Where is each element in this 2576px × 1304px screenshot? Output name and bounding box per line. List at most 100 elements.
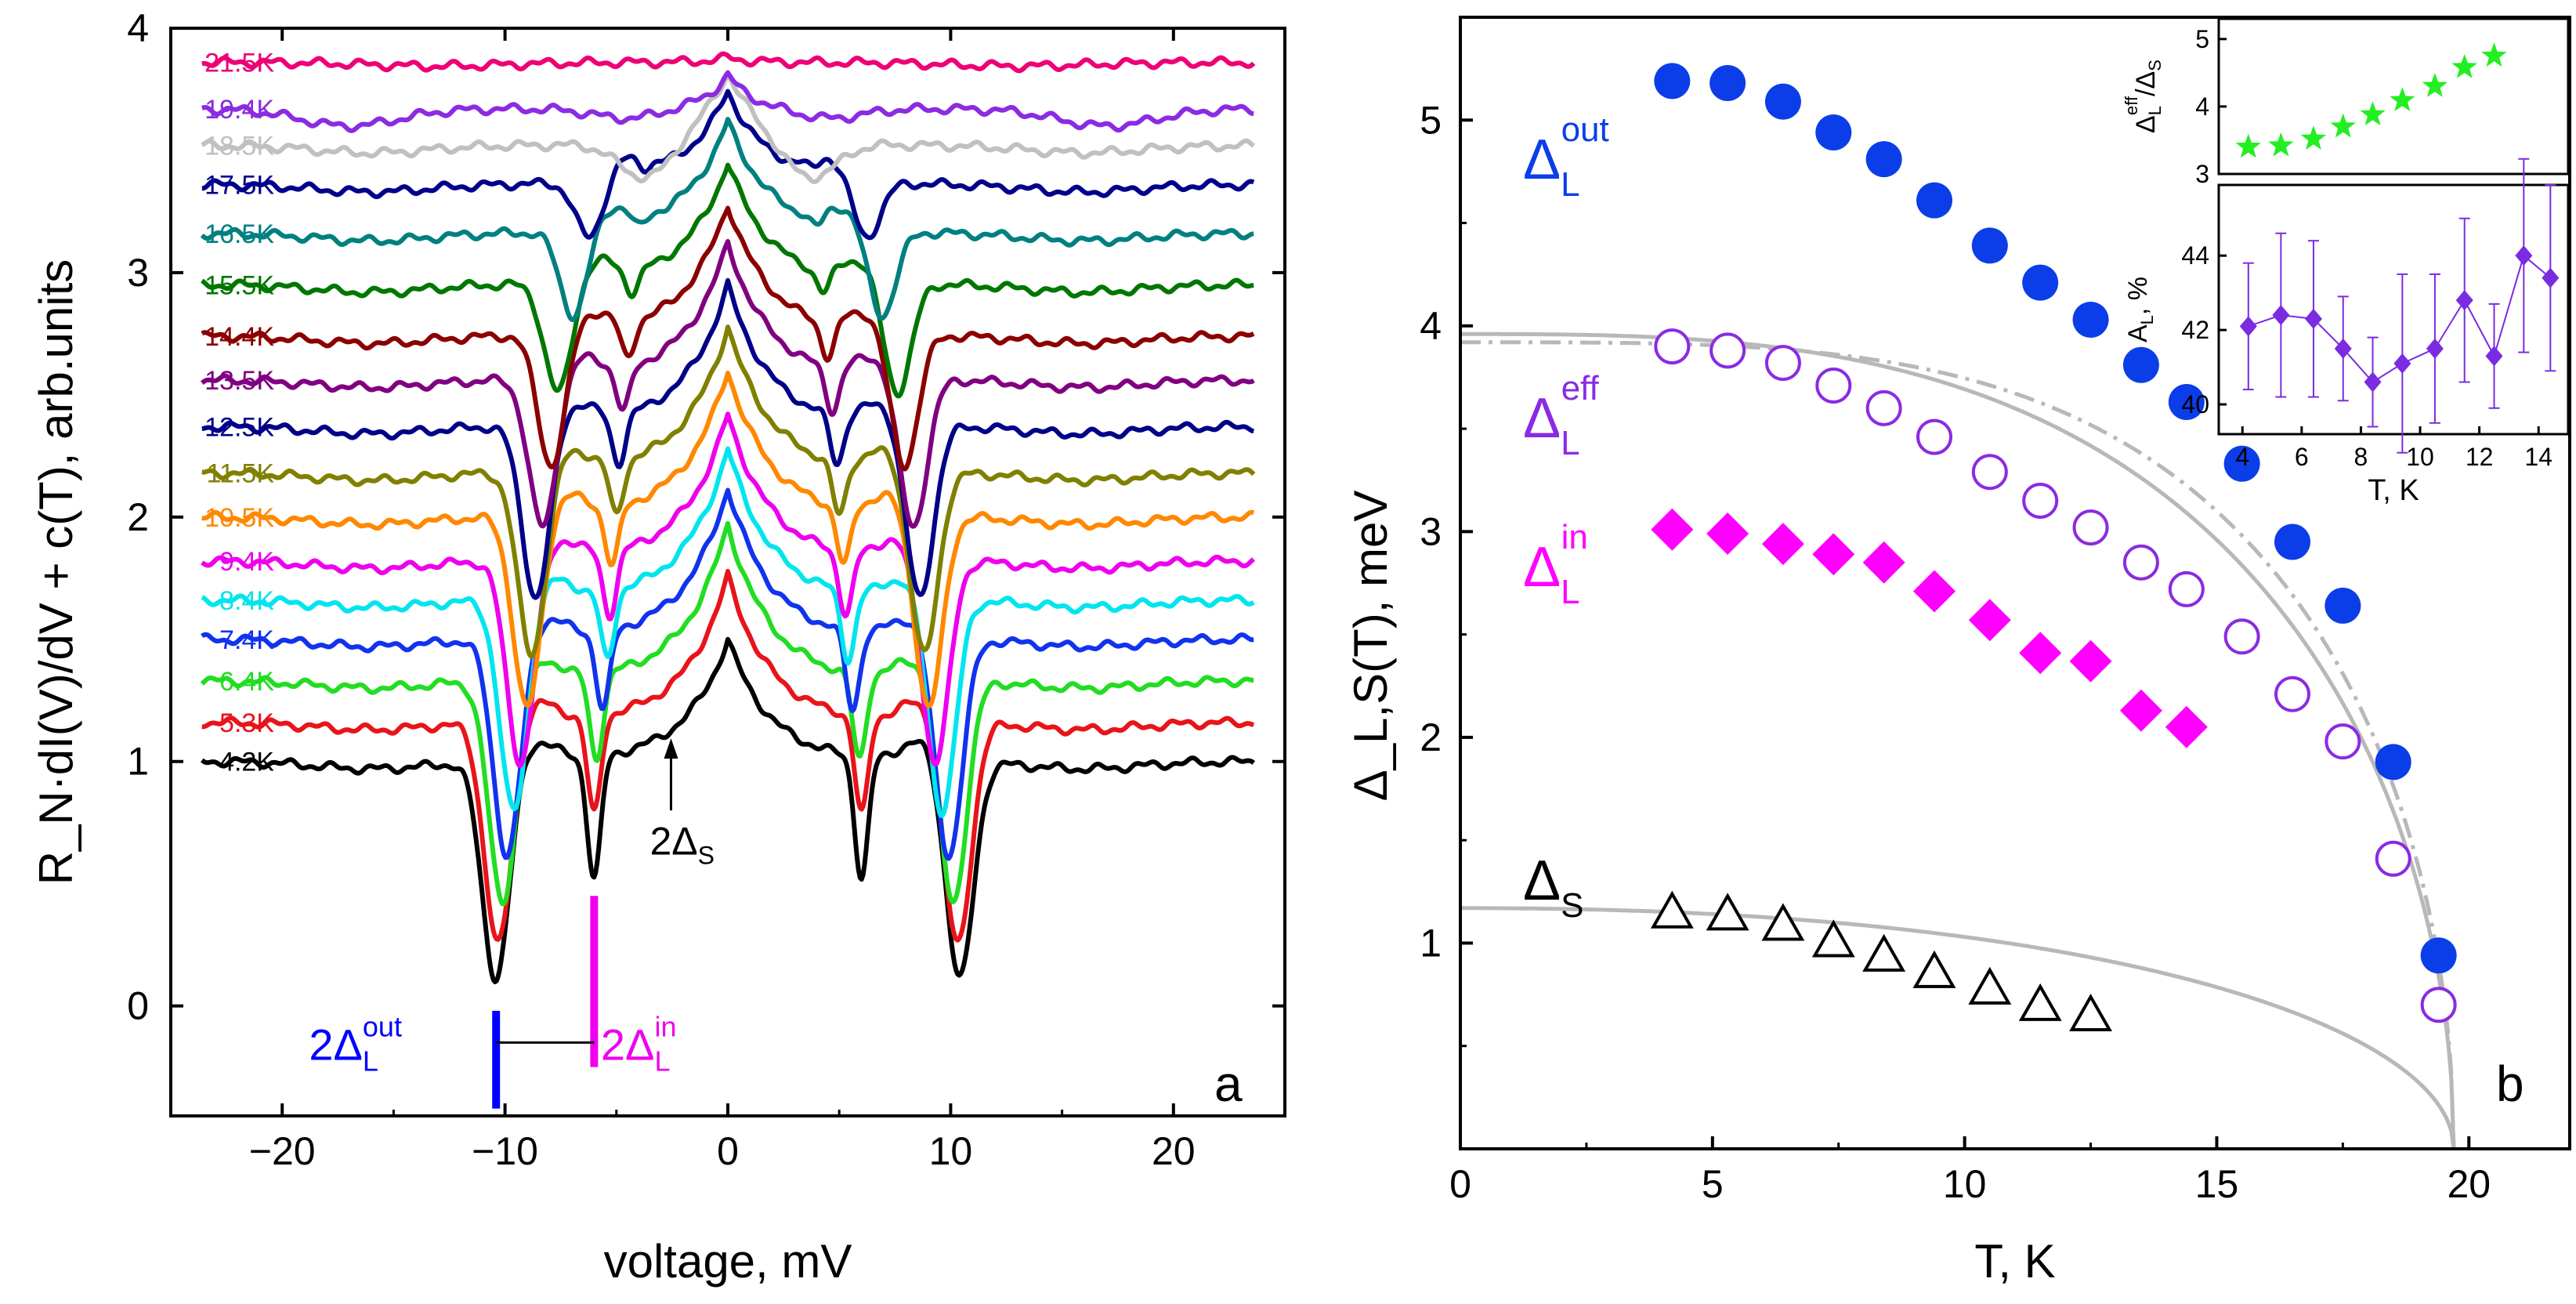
temp-label-7.4K: 7.4K [219,625,274,655]
temp-label-17.5K: 17.5K [204,171,274,201]
point-delta-l-out [2122,346,2159,383]
series-label-main: Δ [1523,129,1561,191]
point-delta-l-in [1862,541,1905,584]
fit-curve-1 [1460,340,2456,1150]
inset-star-point [2235,133,2261,158]
point-delta-l-out [1654,63,1691,100]
gap-data-points [1650,63,2457,1031]
inset-diamond-point [2426,338,2444,359]
curve-19.4K [201,70,1255,133]
point-delta-l-in [1651,508,1694,551]
inset-diamond-point [2334,338,2352,359]
x-tick-label: −10 [472,1129,538,1173]
y-axis-title: Δ_L,S(T), meV [1344,491,1397,802]
inset-diamond-point [2239,316,2257,337]
point-delta-l-out [2168,383,2205,420]
point-delta-l-in [2019,632,2062,675]
point-delta-l-in [1968,599,2011,642]
inset-star-point [2422,73,2448,97]
point-delta-l-eff [1764,345,1801,382]
series-label-3: ΔS [1523,849,1583,925]
x-axis-title: T, K [1974,1235,2055,1288]
label-2delta-in-main: 2Δ [601,1020,655,1069]
curve-6.4K [200,520,1255,907]
label-2delta-out-sub: L [363,1045,378,1077]
inset-star-point [2481,42,2507,67]
inset-x-title: T, K [2368,474,2419,507]
point-delta-l-out [2420,937,2457,974]
inset-diamond-point [2542,267,2560,288]
point-delta-l-eff [2274,676,2310,712]
frame [1459,16,2571,1150]
point-delta-l-eff [2375,840,2411,877]
point-delta-s [1761,903,1805,941]
curve-21.5K [201,51,1256,74]
point-delta-l-out [2072,301,2109,338]
inset-star-point [2268,132,2294,157]
point-delta-s [1706,893,1749,931]
series-label-sup: in [1561,518,1588,556]
curve-15.5K [201,162,1255,399]
x-tick-label: 0 [717,1129,739,1173]
x-tick-label: 20 [2447,1162,2491,1206]
label-2delta-s-sub: S [698,841,715,869]
inset-y-tick-label: 44 [2181,241,2209,270]
inset-y-title-main: Δ [2131,115,2161,133]
inset-y-title-main: A [2123,324,2153,342]
inset-diamond-point [2455,290,2473,311]
temp-label-10.5K: 10.5K [204,503,274,533]
point-delta-l-in [2069,639,2112,683]
label-2delta-s: 2ΔS [649,819,715,869]
series-label-main: Δ [1523,536,1561,599]
temp-label-14.4K: 14.4K [204,322,274,352]
inset-y-title-rest: , % [2123,277,2153,315]
x-tick-label: 10 [1943,1162,1987,1206]
curve-16.5K [200,117,1255,322]
temperature-labels: 4.2K 5.3K 6.4K 7.4K 8.4K 9.4K 10.5K 11.5K 12.5K 1… [204,49,274,777]
series-label-0: ΔLout [1523,110,1609,204]
curve-10.5K [201,371,1255,709]
gap-annotations: 2ΔS 2ΔLout 2Δ Lin [309,738,715,1109]
inset-star-point [2300,125,2327,150]
temp-label-18.5K: 18.5K [204,132,274,161]
temp-label-6.4K: 6.4K [219,667,274,697]
inset-y-title-sub: L [2145,106,2165,115]
inset-x-tick-label: 14 [2524,443,2552,471]
point-delta-l-eff [1654,328,1691,365]
point-delta-l-eff [2420,987,2457,1023]
curve-9.4K [201,411,1255,768]
fit-curve-0 [1460,331,2456,1150]
label-2delta-out: 2ΔLout [309,1010,402,1077]
label-2delta-in-sup: in [654,1010,676,1042]
point-delta-l-eff [1865,389,1902,426]
inset-y-tick-label: 5 [2195,25,2209,53]
inset-x-tick-label: 8 [2354,443,2368,471]
inset-y-title-0: ΔLeff/ΔS [2122,60,2165,133]
y-tick-label: 3 [1420,509,1442,553]
series-label-main: Δ [1523,387,1561,450]
y-tick-label: 0 [127,984,149,1028]
inset-diamond-point [2515,245,2533,266]
y-tick-label: 3 [127,251,149,295]
point-delta-s [1968,966,2012,1005]
point-delta-l-out [1764,83,1801,120]
y-tick-label: 5 [1420,98,1442,142]
point-delta-s [2018,983,2062,1021]
point-delta-l-eff [1916,418,1953,455]
point-delta-l-out [2022,264,2059,301]
inset-star-point [2330,113,2356,138]
point-delta-l-eff [2223,618,2260,655]
inset-diamond-point [2485,346,2503,367]
x-tick-label: −20 [249,1129,316,1173]
series-label-sup: eff [1561,369,1600,408]
arrow-head [664,738,678,759]
point-delta-s [1912,950,1956,988]
panel-letter-b: b [2496,1056,2524,1112]
curve-8.4K [201,446,1255,818]
point-delta-l-in [1913,570,1956,613]
curve-11.5K [201,324,1256,659]
temp-label-19.4K: 19.4K [204,95,274,125]
panel-a: 4.2K 5.3K 6.4K 7.4K 8.4K 9.4K 10.5K 11.5K 12.5K 1… [30,6,1286,1288]
inset-y-tick-label: 40 [2181,390,2209,418]
point-delta-l-in [1706,512,1749,555]
